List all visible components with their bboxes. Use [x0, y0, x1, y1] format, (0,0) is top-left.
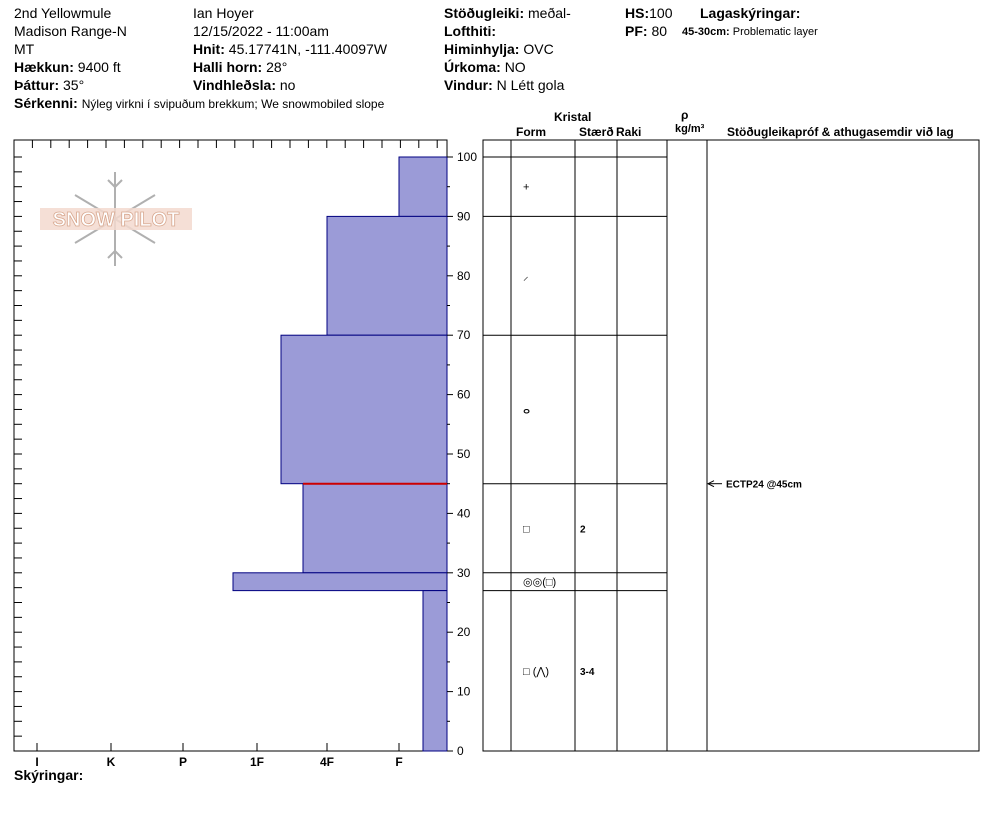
location-range: Madison Range-N [14, 23, 127, 39]
y-tick-label: 70 [457, 328, 471, 342]
y-tick-label: 40 [457, 506, 471, 520]
stability: Stöðugleiki: meðal- [444, 5, 571, 21]
hardness-bar-0 [398, 156, 448, 217]
crystal-form: □ [523, 523, 530, 535]
layer-notes-label: Lagaskýringar: [700, 5, 801, 21]
y-tick-label: 100 [457, 150, 477, 164]
logo-text: SNOW PILOT [53, 209, 180, 231]
hardness-axis: I K P 1F 4F F [35, 743, 403, 769]
hardness-bar-5 [422, 590, 448, 752]
crystal-size: 2 [580, 524, 586, 535]
y-tick-label: 90 [457, 209, 471, 223]
y-tick-label: 0 [457, 744, 464, 758]
layer-note: 45-30cm: Problematic layer [682, 26, 818, 38]
air-temp: Lofthiti: [444, 23, 497, 39]
crystal-form: + [523, 182, 529, 194]
snow-height: HS:100 [625, 5, 673, 21]
coordinates: Hnit: 45.17741N, -111.40097W [193, 41, 388, 57]
features: Sérkenni: Nýleg virkni í svipuðum brekku… [14, 95, 385, 111]
x-tick-label: F [395, 755, 402, 769]
density-symbol: ρ [681, 108, 689, 122]
wind: Vindur: N Létt gola [444, 77, 565, 93]
penetration: PF: 80 [625, 23, 668, 39]
density-unit: kg/m³ [675, 123, 705, 135]
x-tick-label: P [179, 755, 187, 769]
wind-loading: Vindhleðsla: no [193, 77, 296, 93]
x-tick-label: K [107, 755, 116, 769]
observer: Ian Hoyer [193, 5, 254, 21]
slope-angle: Halli horn: 28° [193, 59, 288, 75]
sky-cover: Himinhylja: OVC [444, 41, 554, 57]
height-axis: 0 10 20 30 40 50 60 70 80 90 100 [447, 150, 477, 758]
x-tick-label: I [35, 755, 38, 769]
x-tick-label: 4F [320, 755, 334, 769]
y-tick-label: 60 [457, 388, 471, 402]
crystal-header: Kristal [554, 110, 592, 124]
crystal-size: 3-4 [580, 667, 595, 678]
y-tick-label: 50 [457, 447, 471, 461]
crystal-form: ◎◎(□) [523, 577, 556, 589]
hardness-bar-4 [232, 572, 448, 592]
datetime: 12/15/2022 - 11:00am [193, 23, 329, 39]
crystal-form: ⴰ [523, 404, 530, 416]
moisture-header: Raki [616, 125, 642, 139]
y-tick-label: 80 [457, 269, 471, 283]
y-tick-label: 10 [457, 685, 471, 699]
y-tick-label: 30 [457, 566, 471, 580]
y-tick-label: 20 [457, 625, 471, 639]
hardness-bar-3 [302, 483, 448, 574]
hardness-bar-1 [326, 215, 448, 336]
location-name: 2nd Yellowmule [14, 5, 112, 21]
notes-label: Skýringar: [14, 767, 84, 783]
precipitation: Úrkoma: NO [444, 59, 526, 75]
layer-table: + ⸝ ⴰ □ 2 ◎◎(□) □ (⋀) 3-4 ECTP24 @45cm [482, 139, 980, 752]
x-tick-label: 1F [250, 755, 264, 769]
hardness-panel [13, 139, 448, 752]
elevation: Hækkun: 9400 ft [14, 59, 121, 75]
snowpilot-logo: SNOW PILOT [40, 172, 192, 266]
tests-header: Stöðugleikapróf & athugasemdir við lag [727, 125, 954, 139]
size-header: Stærð [579, 125, 614, 139]
table-frame [482, 139, 980, 752]
form-header: Form [516, 125, 546, 139]
crystal-form: ⸝ [523, 271, 529, 283]
hardness-bar-2 [280, 334, 448, 485]
test-result: ECTP24 @45cm [726, 480, 802, 491]
crystal-form: □ (⋀) [523, 666, 549, 678]
location-state: MT [14, 41, 35, 57]
test-arrow-head [706, 480, 715, 488]
aspect: Þáttur: 35° [14, 77, 85, 93]
